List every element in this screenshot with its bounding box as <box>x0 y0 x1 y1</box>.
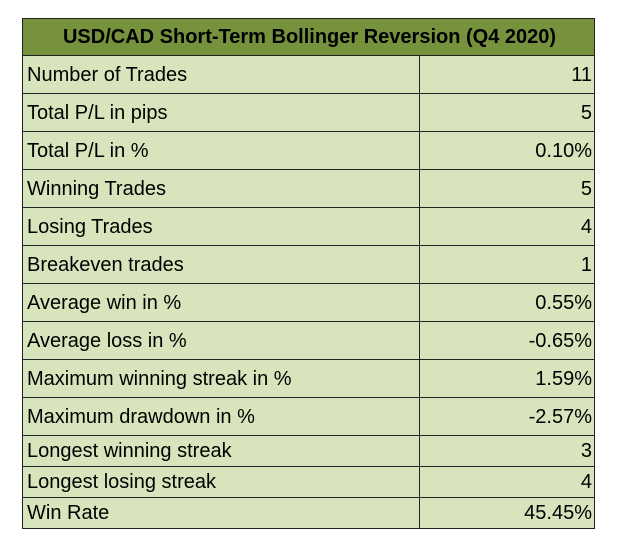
table-row: Breakeven trades 1 <box>22 245 596 284</box>
row-label: Maximum drawdown in % <box>22 397 420 436</box>
row-label: Longest losing streak <box>22 466 420 498</box>
table-row: Total P/L in % 0.10% <box>22 131 596 170</box>
row-label: Maximum winning streak in % <box>22 359 420 398</box>
table-row: Total P/L in pips 5 <box>22 93 596 132</box>
row-label: Breakeven trades <box>22 245 420 284</box>
table-row: Maximum winning streak in % 1.59% <box>22 359 596 398</box>
row-value: 5 <box>418 169 596 208</box>
table-row: Average win in % 0.55% <box>22 283 596 322</box>
row-label: Number of Trades <box>22 55 420 94</box>
row-label: Total P/L in pips <box>22 93 420 132</box>
table-row: Winning Trades 5 <box>22 169 596 208</box>
table-row: Maximum drawdown in % -2.57% <box>22 397 596 436</box>
row-label: Average win in % <box>22 283 420 322</box>
row-value: 4 <box>418 466 596 498</box>
row-value: -0.65% <box>418 321 596 360</box>
table-row: Number of Trades 11 <box>22 55 596 94</box>
row-label: Win Rate <box>22 497 420 529</box>
row-value: 3 <box>418 435 596 467</box>
table-title: USD/CAD Short-Term Bollinger Reversion (… <box>21 18 596 56</box>
table-row: Losing Trades 4 <box>22 207 596 246</box>
row-value: 4 <box>418 207 596 246</box>
row-label: Longest winning streak <box>22 435 420 467</box>
row-label: Winning Trades <box>22 169 420 208</box>
row-label: Total P/L in % <box>22 131 420 170</box>
row-label: Average loss in % <box>22 321 420 360</box>
table-row: Average loss in % -0.65% <box>22 321 596 360</box>
table-row: Longest losing streak 4 <box>22 466 596 498</box>
row-value: -2.57% <box>418 397 596 436</box>
row-value: 1.59% <box>418 359 596 398</box>
row-value: 1 <box>418 245 596 284</box>
row-value: 11 <box>418 55 596 94</box>
row-label: Losing Trades <box>22 207 420 246</box>
row-value: 0.10% <box>418 131 596 170</box>
row-value: 5 <box>418 93 596 132</box>
row-value: 45.45% <box>418 497 596 529</box>
table-header-row: USD/CAD Short-Term Bollinger Reversion (… <box>21 18 596 56</box>
table-row: Longest winning streak 3 <box>22 435 596 467</box>
bollinger-stats-table: USD/CAD Short-Term Bollinger Reversion (… <box>21 18 596 529</box>
row-value: 0.55% <box>418 283 596 322</box>
table-row: Win Rate 45.45% <box>22 497 596 529</box>
